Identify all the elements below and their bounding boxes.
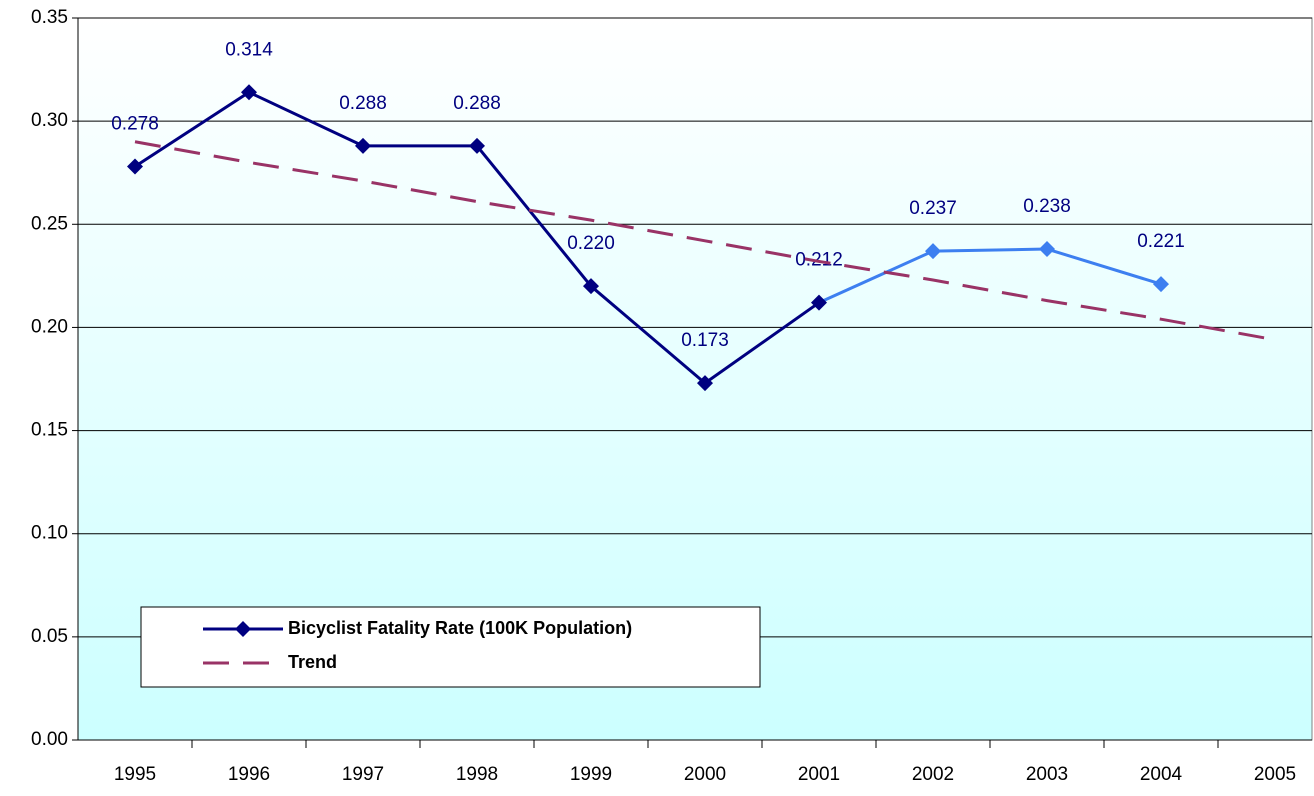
marker <box>127 158 143 175</box>
x-tick-label: 2002 <box>912 764 954 785</box>
line-segment <box>475 144 593 288</box>
marker <box>925 243 941 260</box>
x-tick-label: 2004 <box>1140 764 1183 785</box>
x-tick-label: 1997 <box>342 764 384 785</box>
x-tick-label: 1998 <box>456 764 498 785</box>
legend-box <box>140 606 761 688</box>
line-segment <box>932 247 1048 253</box>
x-tick-label: 2003 <box>1026 764 1068 785</box>
data-label: 0.220 <box>567 233 615 254</box>
data-label: 0.288 <box>453 93 501 114</box>
line-segment <box>590 285 706 385</box>
data-label: 0.238 <box>1023 196 1071 217</box>
marker <box>583 278 599 295</box>
y-tick-label: 0.30 <box>31 110 68 131</box>
legend-marker <box>235 621 251 637</box>
y-tick-label: 0.25 <box>31 213 68 234</box>
x-tick-label: 1996 <box>228 764 270 785</box>
y-tick-label: 0.00 <box>31 729 68 750</box>
line-segment <box>818 249 934 305</box>
data-label: 0.221 <box>1137 231 1185 252</box>
y-tick-label: 0.05 <box>31 626 68 647</box>
data-label: 0.237 <box>909 198 957 219</box>
x-tick-label: 1999 <box>570 764 612 785</box>
marker <box>1153 276 1169 293</box>
x-tick-label: 2001 <box>798 764 840 785</box>
y-tick-label: 0.35 <box>31 7 68 28</box>
legend-label: Trend <box>288 652 337 672</box>
y-tick-label: 0.15 <box>31 420 68 441</box>
data-label: 0.288 <box>339 93 387 114</box>
marker <box>241 84 257 101</box>
marker <box>355 137 371 154</box>
data-label: 0.278 <box>111 114 159 135</box>
trend-line <box>134 140 1276 342</box>
marker <box>811 294 827 311</box>
marker <box>697 375 713 392</box>
data-label: 0.314 <box>225 39 273 60</box>
y-tick-label: 0.20 <box>31 316 68 337</box>
x-tick-label: 2005 <box>1254 764 1296 785</box>
line-segment <box>1046 247 1162 286</box>
line-segment <box>248 90 364 148</box>
line-segment <box>134 91 250 168</box>
x-tick-label: 1995 <box>114 764 156 785</box>
data-label: 0.173 <box>681 330 729 351</box>
marker <box>1039 241 1055 258</box>
legend-label: Bicyclist Fatality Rate (100K Population… <box>288 618 632 638</box>
x-tick-label: 2000 <box>684 764 726 785</box>
y-tick-label: 0.10 <box>31 523 68 544</box>
line-segment <box>704 301 820 385</box>
marker <box>469 137 485 154</box>
